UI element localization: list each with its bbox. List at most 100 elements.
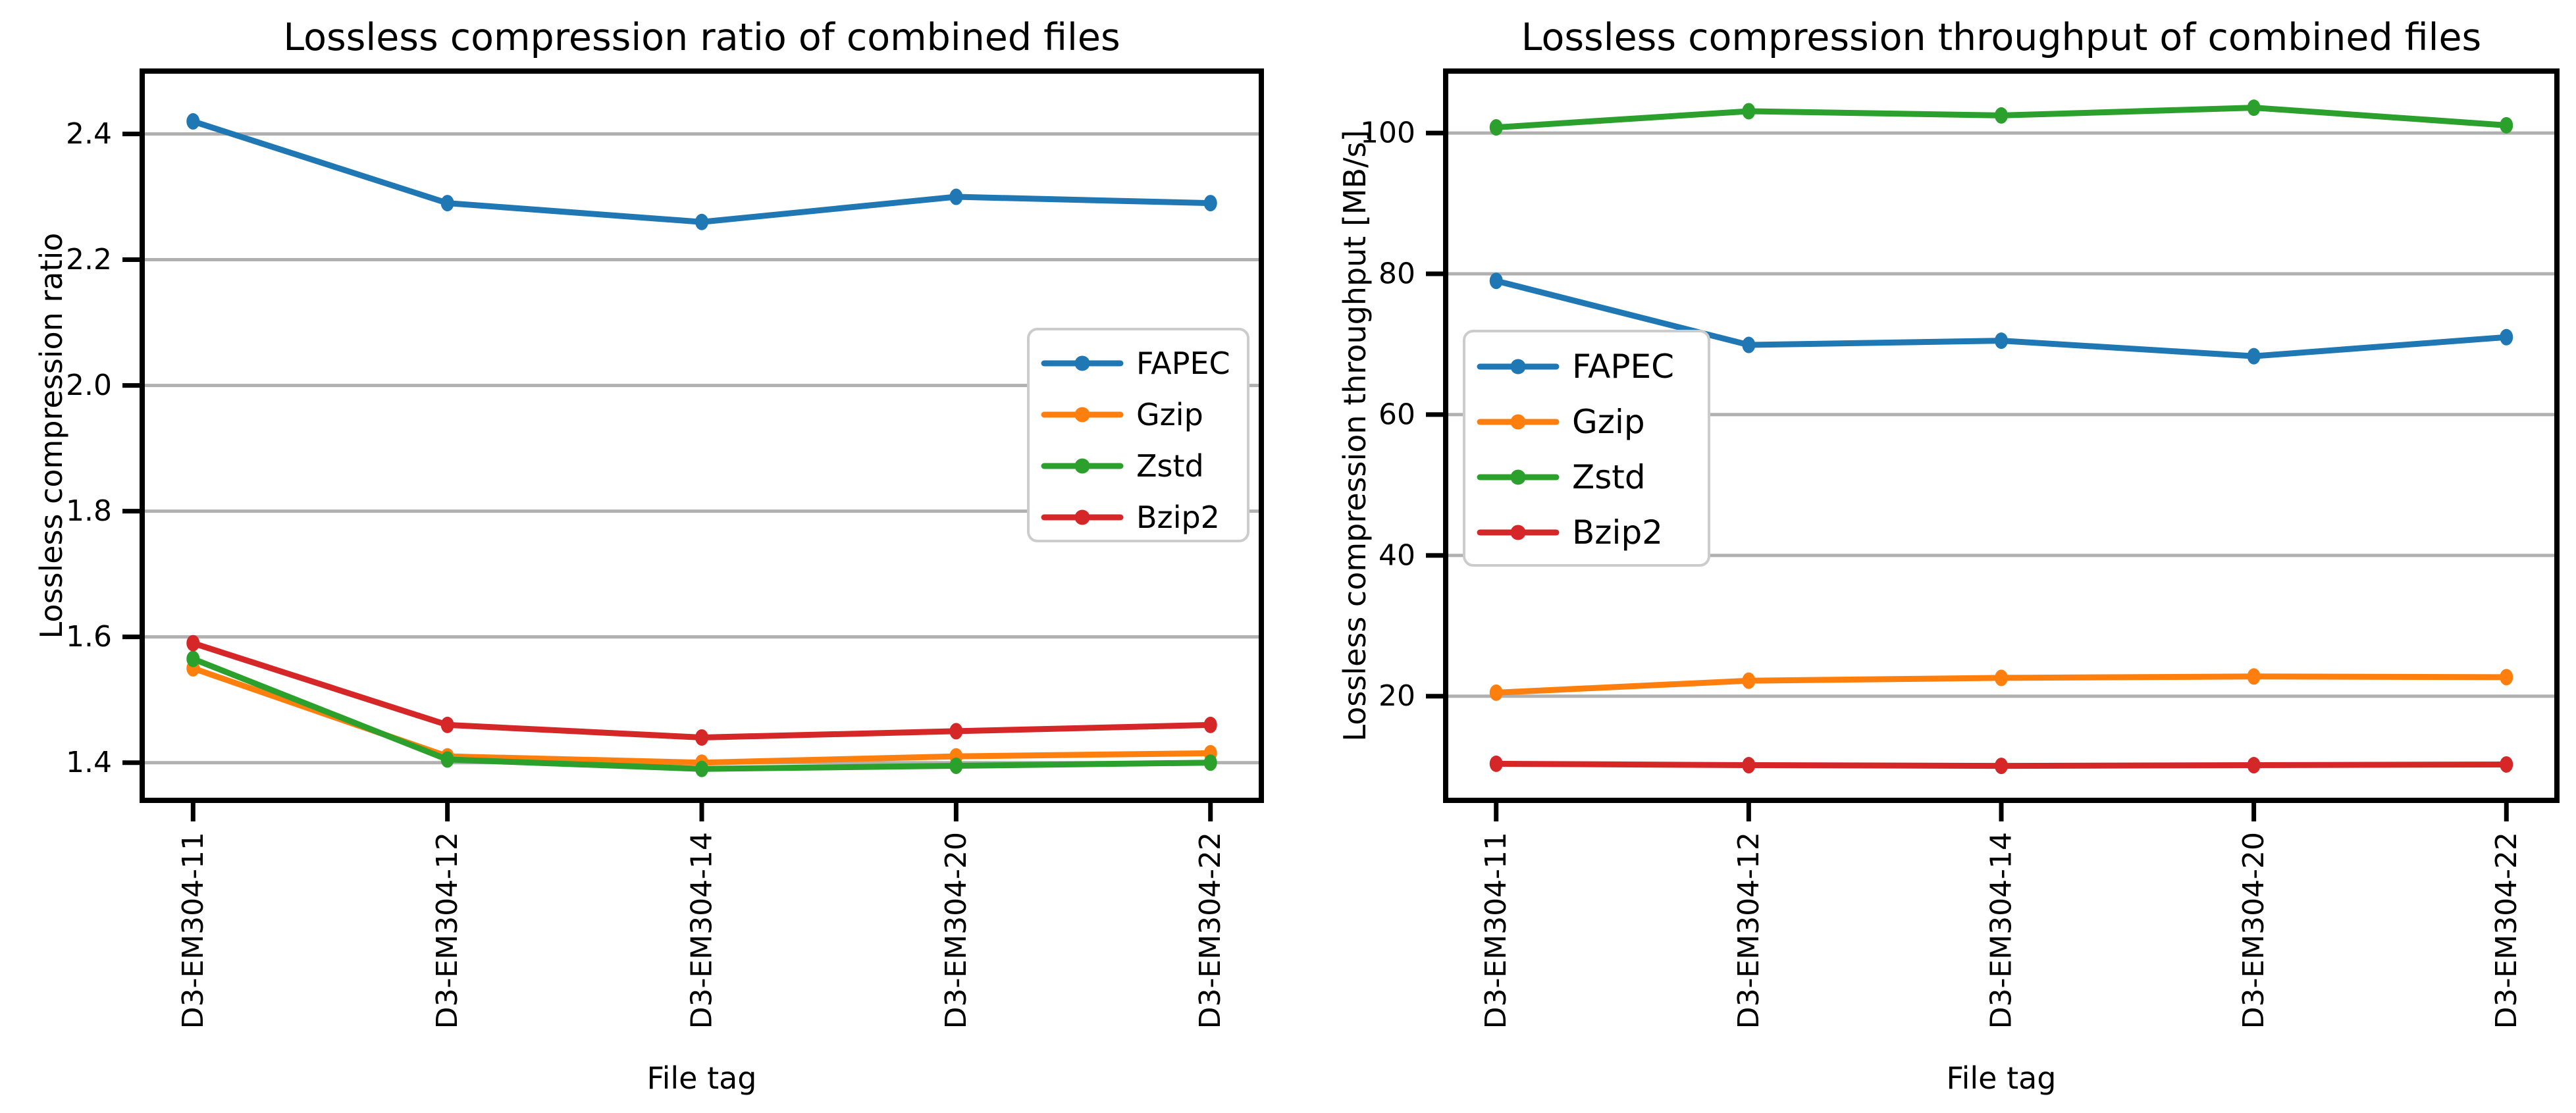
legend-marker-Zstd <box>1074 458 1090 474</box>
legend-label-Bzip2: Bzip2 <box>1572 513 1663 552</box>
marker-FAPEC-2 <box>695 213 708 230</box>
marker-FAPEC-1 <box>440 195 454 212</box>
plot-border <box>140 68 1264 803</box>
marker-Zstd-1 <box>1742 103 1756 120</box>
series-Zstd <box>1489 99 2513 136</box>
x-tick-label: D3-EM304-11 <box>1479 832 1513 1029</box>
marker-FAPEC-4 <box>2500 328 2513 346</box>
marker-Bzip2-3 <box>949 723 963 740</box>
x-axis-label: File tag <box>646 1060 756 1096</box>
legend-label-Bzip2: Bzip2 <box>1136 500 1220 535</box>
marker-Zstd-3 <box>2247 99 2261 116</box>
legend-label-Zstd: Zstd <box>1572 458 1646 496</box>
marker-Gzip-0 <box>1489 684 1503 701</box>
marker-FAPEC-3 <box>2247 348 2261 365</box>
y-tick-label: 2.4 <box>66 117 112 151</box>
x-tick-label: D3-EM304-20 <box>939 832 973 1029</box>
marker-FAPEC-1 <box>1742 336 1756 353</box>
marker-Zstd-4 <box>2500 116 2513 134</box>
legend-box <box>1463 330 1710 567</box>
legend-box <box>1027 328 1249 542</box>
x-tick-label: D3-EM304-22 <box>2490 832 2523 1029</box>
y-tick-label: 40 <box>1379 538 1415 572</box>
series-FAPEC <box>1489 272 2513 365</box>
marker-FAPEC-2 <box>1995 332 2008 349</box>
chart-throughput: 20 40 60 80 100 D3-EM304-11 D3-EM304-12 D3-EM30… <box>1337 16 2560 1096</box>
marker-Zstd-3 <box>949 757 963 774</box>
legend-entry-Zstd: Zstd <box>1477 458 1646 496</box>
legend-entry-FAPEC: FAPEC <box>1477 348 1674 386</box>
y-tick-label: 60 <box>1379 398 1415 431</box>
x-tick-label: D3-EM304-20 <box>2237 832 2271 1029</box>
legend-marker-Gzip <box>1074 407 1090 423</box>
y-tick-label: 2.0 <box>66 369 112 402</box>
x-tick-label: D3-EM304-22 <box>1194 832 1227 1029</box>
marker-Zstd-0 <box>1489 119 1503 136</box>
marker-Bzip2-4 <box>2500 756 2513 773</box>
marker-Bzip2-1 <box>440 716 454 733</box>
marker-Bzip2-0 <box>1489 755 1503 772</box>
marker-Zstd-0 <box>186 650 200 667</box>
chart-title: Lossless compression throughput of combi… <box>1521 16 2482 59</box>
legend-marker-Bzip2 <box>1074 509 1090 525</box>
marker-Gzip-2 <box>1995 669 2008 686</box>
legend: FAPEC Gzip Zstd Bzip2 <box>1027 328 1249 542</box>
y-tick-label: 1.4 <box>66 746 112 779</box>
marker-Zstd-2 <box>695 760 708 777</box>
marker-Bzip2-4 <box>1203 716 1217 733</box>
series-Bzip2 <box>1489 755 2513 775</box>
marker-Bzip2-1 <box>1742 757 1756 774</box>
marker-Bzip2-2 <box>695 729 708 746</box>
x-tick-label: D3-EM304-14 <box>1985 832 2018 1029</box>
x-tick-label: D3-EM304-12 <box>1732 832 1766 1029</box>
x-axis-label: File tag <box>1946 1060 2056 1096</box>
legend-label-FAPEC: FAPEC <box>1572 348 1674 386</box>
y-tick-label: 2.2 <box>66 243 112 276</box>
marker-Zstd-2 <box>1995 107 2008 124</box>
marker-Bzip2-3 <box>2247 757 2261 774</box>
y-tick-label: 1.6 <box>66 620 112 654</box>
legend-entry-Bzip2: Bzip2 <box>1041 500 1220 535</box>
legend-entry-Gzip: Gzip <box>1041 397 1203 432</box>
legend: FAPEC Gzip Zstd Bzip2 <box>1463 330 1710 567</box>
y-tick-label: 1.8 <box>66 494 112 528</box>
marker-Bzip2-2 <box>1995 758 2008 775</box>
legend-marker-Bzip2 <box>1510 525 1526 540</box>
marker-Gzip-4 <box>2500 669 2513 686</box>
chart-title: Lossless compression ratio of combined f… <box>283 16 1120 59</box>
marker-FAPEC-4 <box>1203 195 1217 212</box>
marker-FAPEC-0 <box>1489 272 1503 290</box>
x-tick-label: D3-EM304-14 <box>685 832 719 1029</box>
legend-entry-Gzip: Gzip <box>1477 403 1645 441</box>
legend-marker-FAPEC <box>1510 359 1526 375</box>
marker-Zstd-4 <box>1203 754 1217 771</box>
marker-Gzip-1 <box>1742 672 1756 689</box>
y-axis-label: Lossless compression ratio <box>34 233 69 639</box>
legend-marker-Gzip <box>1510 414 1526 430</box>
series-Gzip <box>1489 668 2513 701</box>
y-tick-label: 20 <box>1379 679 1415 713</box>
marker-FAPEC-0 <box>186 113 200 130</box>
legend-entry-FAPEC: FAPEC <box>1041 346 1230 381</box>
x-tick-label: D3-EM304-11 <box>176 832 210 1029</box>
series-Zstd <box>186 650 1217 777</box>
series-FAPEC <box>186 113 1217 230</box>
legend-label-FAPEC: FAPEC <box>1136 346 1230 381</box>
y-axis-label: Lossless compression throughput [MB/s] <box>1337 130 1373 741</box>
marker-Bzip2-0 <box>186 634 200 652</box>
series-Bzip2 <box>186 634 1217 746</box>
legend-marker-FAPEC <box>1074 355 1090 371</box>
marker-FAPEC-3 <box>949 188 963 205</box>
y-tick-label: 100 <box>1360 116 1415 150</box>
legend-marker-Zstd <box>1510 469 1526 485</box>
legend-label-Zstd: Zstd <box>1136 448 1204 484</box>
legend-entry-Bzip2: Bzip2 <box>1477 513 1663 552</box>
legend-label-Gzip: Gzip <box>1572 403 1645 441</box>
x-tick-label: D3-EM304-12 <box>431 832 464 1029</box>
legend-entry-Zstd: Zstd <box>1041 448 1204 484</box>
marker-Zstd-1 <box>440 751 454 768</box>
chart-ratio: 1.4 1.6 1.8 2.0 2.2 2.4 D3-EM304-11 D3-EM304-12… <box>34 16 1264 1096</box>
marker-Gzip-3 <box>2247 668 2261 685</box>
